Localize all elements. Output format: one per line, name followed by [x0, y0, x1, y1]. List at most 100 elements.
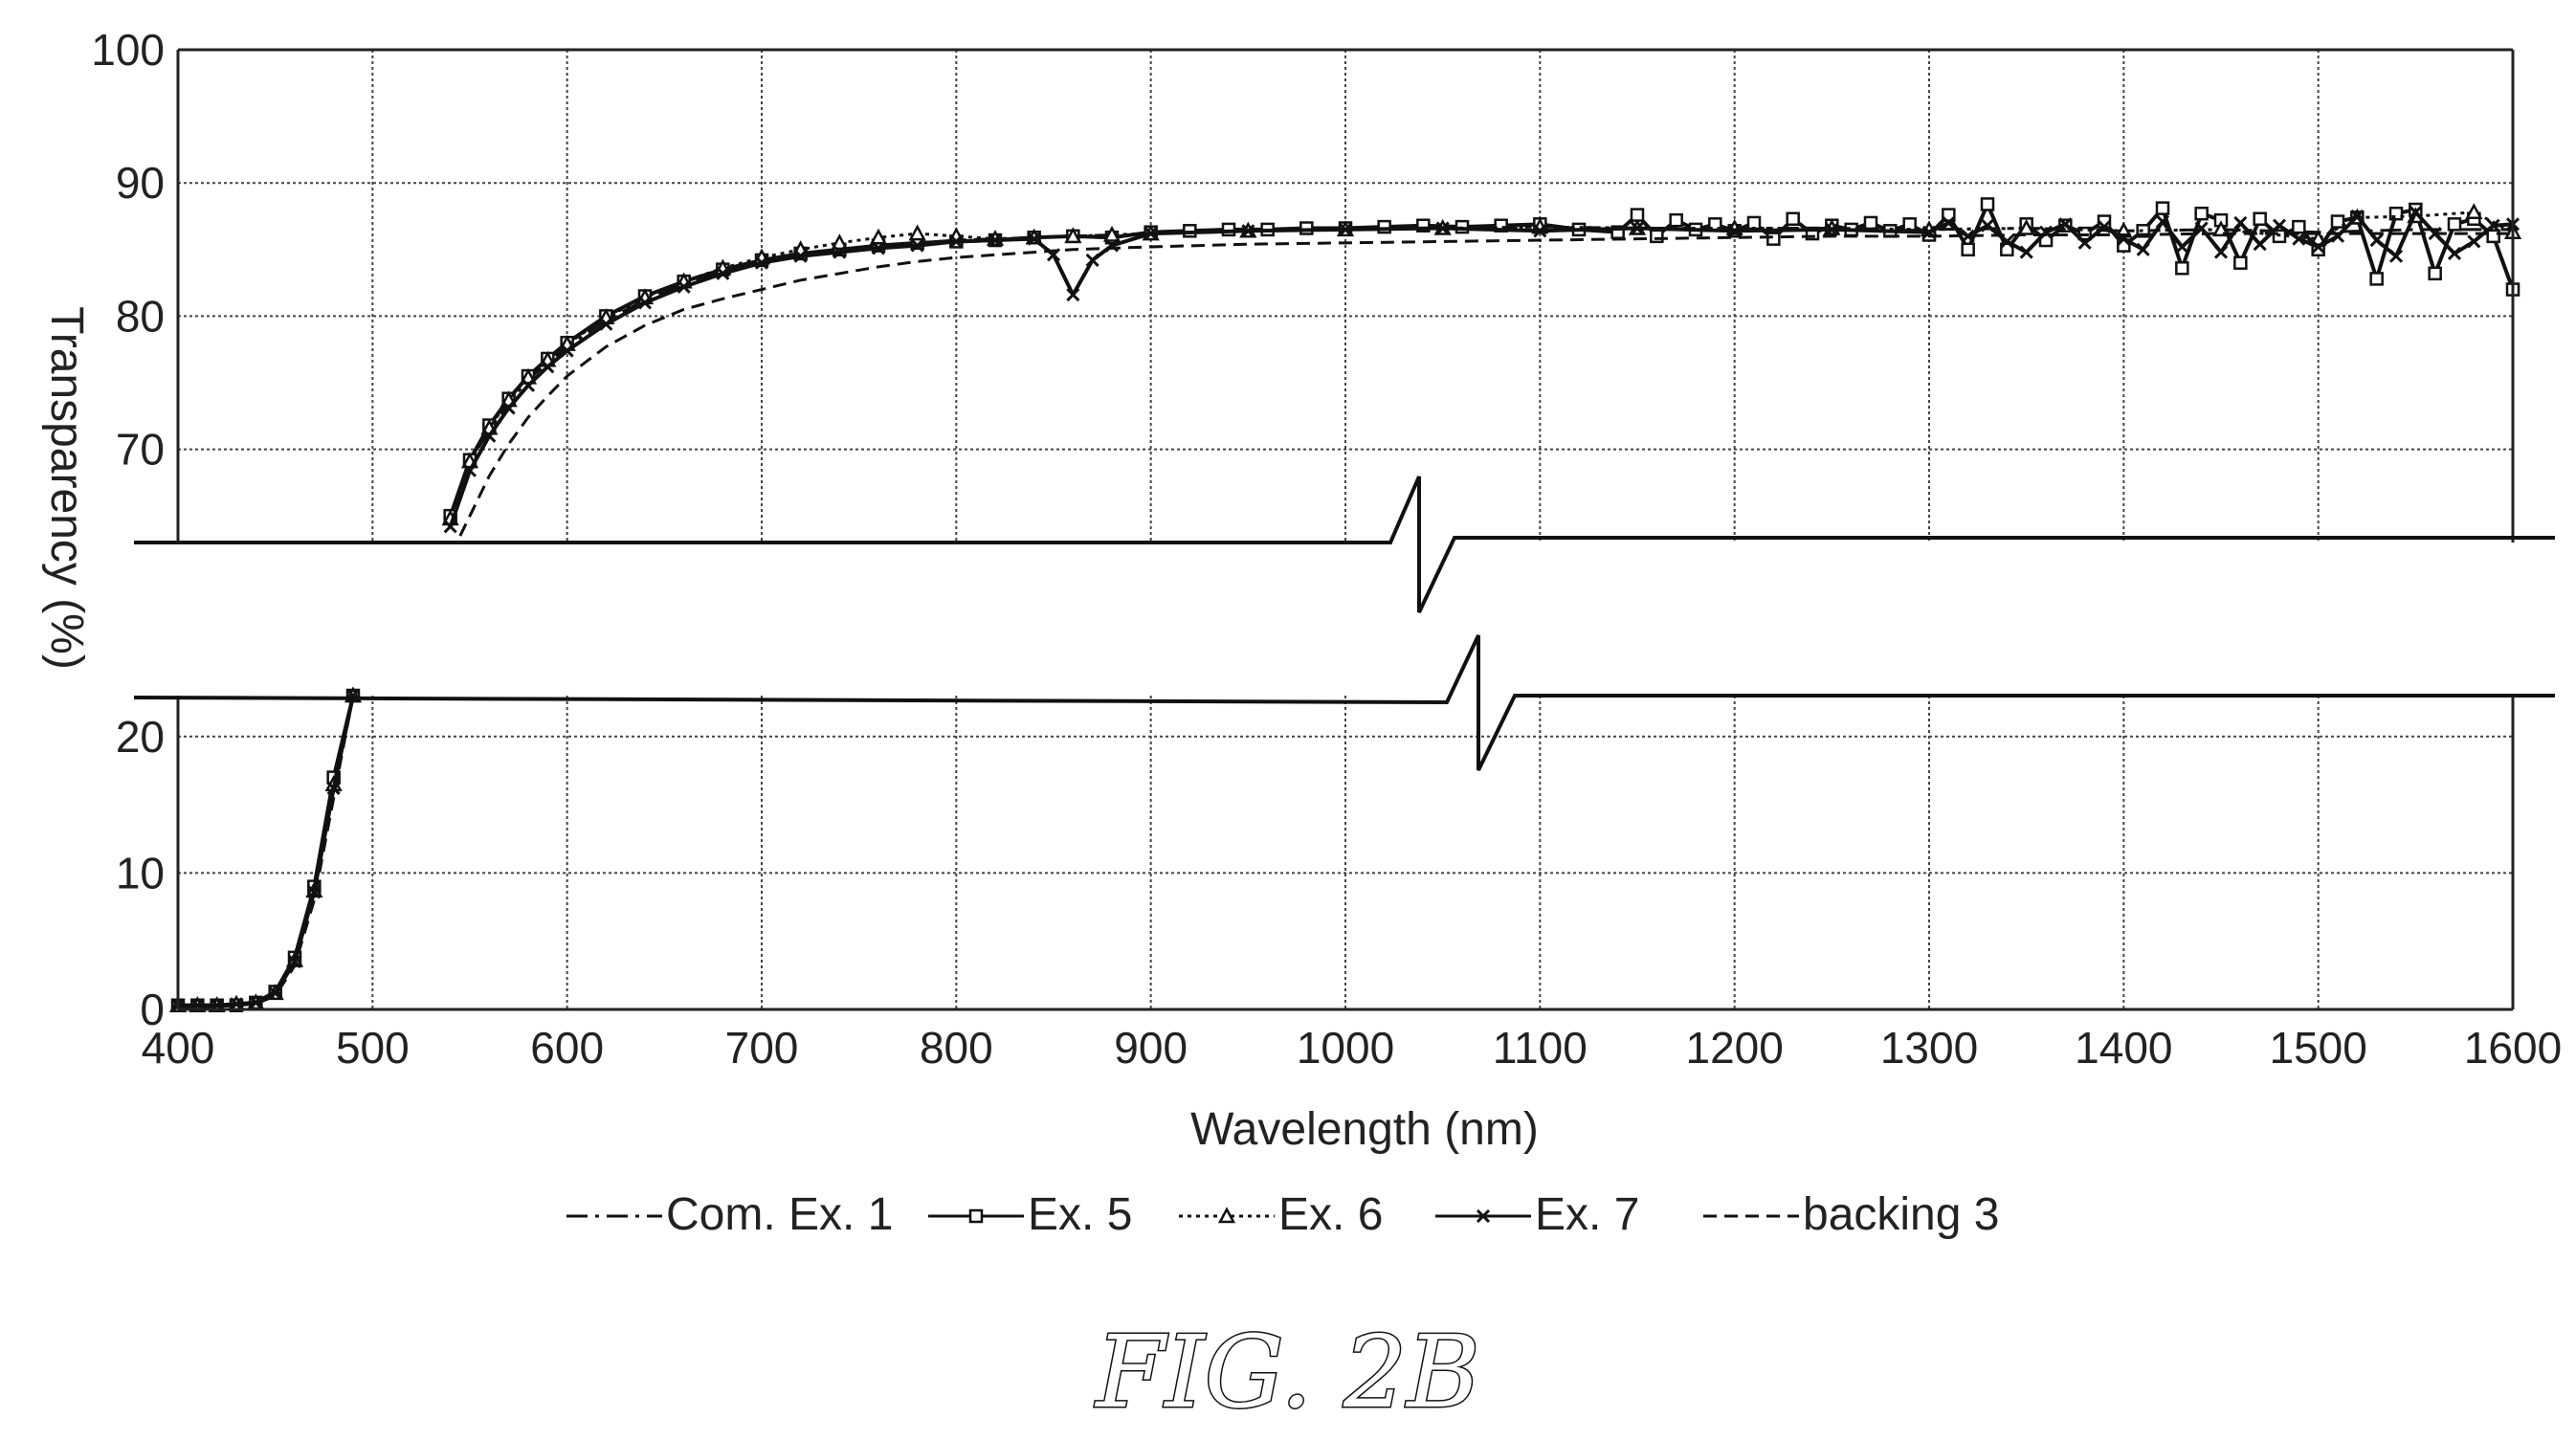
data-point — [462, 463, 477, 477]
series-line-lower — [178, 695, 355, 1008]
data-point — [2330, 214, 2345, 229]
data-point — [871, 241, 886, 255]
data-point — [677, 279, 691, 294]
x-tick-label: 400 — [142, 1023, 215, 1073]
x-tick-label: 500 — [336, 1023, 410, 1073]
data-point — [793, 249, 808, 263]
x-tick-label: 600 — [530, 1023, 604, 1073]
data-point — [2019, 245, 2033, 259]
data-point — [501, 401, 516, 415]
legend-label: Ex. 6 — [1278, 1189, 1383, 1240]
data-point — [2428, 266, 2442, 281]
series-line-lower — [178, 695, 355, 1008]
data-point — [2000, 234, 2014, 249]
data-point — [2175, 239, 2189, 255]
data-point — [1533, 224, 1547, 238]
data-point — [2369, 272, 2384, 286]
data-point — [2136, 242, 2150, 256]
axis-break-lower — [133, 634, 2555, 771]
data-point — [1144, 227, 1158, 241]
x-tick-label: 900 — [1114, 1023, 1188, 1073]
data-point — [1766, 232, 1781, 246]
x-tick-label: 1300 — [1880, 1023, 1978, 1073]
data-point — [716, 266, 730, 280]
data-point — [1825, 222, 1839, 236]
data-point — [2388, 249, 2404, 263]
x-tick-label: 800 — [920, 1023, 993, 1073]
data-point — [1727, 224, 1742, 238]
legend-item: Com. Ex. 1 — [566, 1189, 893, 1240]
data-point — [831, 233, 849, 251]
y-tick-label: 20 — [116, 712, 165, 762]
data-point — [2292, 219, 2306, 234]
x-tick-label: 1000 — [1297, 1023, 1394, 1073]
data-point — [637, 296, 653, 310]
data-point — [2467, 234, 2481, 249]
data-point — [1980, 197, 1995, 211]
chart-frame — [133, 48, 2555, 1011]
y-tick-label: 80 — [116, 291, 165, 341]
data-point — [2253, 237, 2267, 252]
y-tick-label: 100 — [91, 25, 165, 75]
x-tick-label: 700 — [725, 1023, 799, 1073]
legend-item: backing 3 — [1703, 1189, 1999, 1240]
data-point — [2155, 201, 2170, 215]
x-tick-label: 1100 — [1493, 1023, 1588, 1073]
legend-label: Ex. 5 — [1028, 1189, 1132, 1240]
data-point — [1066, 288, 1080, 302]
data-point — [2155, 214, 2170, 229]
data-point — [560, 343, 574, 358]
data-point — [869, 228, 888, 245]
data-point — [2409, 205, 2423, 219]
data-point — [1961, 229, 1975, 243]
data-point — [754, 255, 769, 270]
data-point — [249, 995, 263, 1009]
legend-label: backing 3 — [1803, 1189, 1999, 1240]
series-line-upper — [458, 232, 2513, 537]
y-tick-label: 90 — [116, 158, 165, 208]
y-axis-title: Transparency (%) — [41, 306, 92, 670]
data-point — [1942, 208, 1956, 222]
data-point — [1669, 212, 1683, 228]
legend-marker — [1476, 1208, 1491, 1224]
data-point — [910, 238, 924, 253]
data-point — [2058, 217, 2073, 232]
data-point — [2465, 203, 2483, 220]
chart-grid — [178, 50, 2513, 1009]
data-point — [1435, 221, 1450, 235]
legend-marker — [968, 1208, 984, 1224]
data-point — [2000, 242, 2014, 257]
axis-break-upper — [134, 476, 2555, 613]
data-point — [307, 885, 322, 899]
data-point — [1961, 242, 1975, 257]
legend-item: Ex. 6 — [1179, 1189, 1383, 1240]
data-point — [1064, 227, 1082, 244]
data-point — [2272, 218, 2287, 233]
data-point — [2486, 218, 2500, 233]
data-point — [1863, 215, 1878, 231]
data-point — [1241, 224, 1255, 238]
legend-item: Ex. 7 — [1435, 1189, 1639, 1240]
y-tick-label: 0 — [140, 985, 165, 1034]
legend-item: Ex. 5 — [928, 1189, 1132, 1240]
data-point — [2017, 218, 2035, 235]
series-line-lower — [178, 695, 355, 1008]
legend-label: Ex. 7 — [1535, 1189, 1639, 1240]
chart-legend: Com. Ex. 1 Ex. 5 Ex. 6 Ex. 7 backing 3 — [566, 1189, 1999, 1240]
data-point — [2194, 221, 2209, 235]
series-backing-3 — [178, 232, 2513, 1008]
data-point — [521, 378, 536, 392]
data-point — [949, 234, 964, 249]
data-point — [1630, 221, 1645, 235]
data-point — [2077, 235, 2092, 250]
series-line-upper — [448, 202, 2515, 517]
data-point — [1085, 253, 1099, 267]
series-line-upper — [449, 225, 2513, 523]
series-line-lower — [178, 695, 355, 1008]
data-point — [443, 520, 457, 534]
data-point — [599, 317, 613, 331]
data-point — [1786, 211, 1800, 227]
series-line-lower — [178, 695, 355, 1008]
x-tick-label: 1200 — [1685, 1023, 1783, 1073]
data-point — [1338, 222, 1353, 236]
